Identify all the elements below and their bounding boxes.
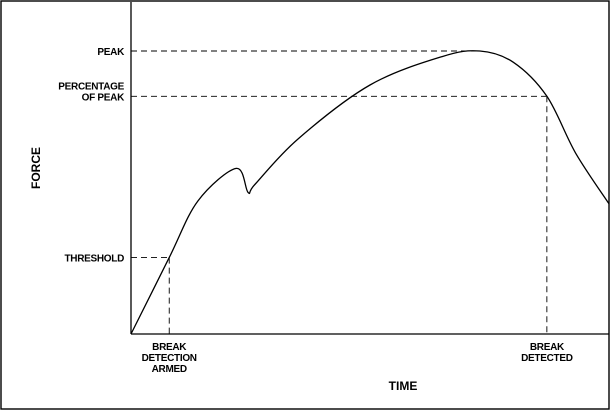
label-armed-2: ARMED <box>152 364 187 375</box>
label-detected-1: DETECTED <box>521 353 573 364</box>
y-axis-title: FORCE <box>29 147 43 189</box>
marker-guides <box>131 50 548 334</box>
label-percentage-0: PERCENTAGE <box>58 81 124 92</box>
force-curve <box>130 50 610 335</box>
x-axis-title: TIME <box>389 379 418 393</box>
label-armed-0: BREAK <box>152 342 187 353</box>
label-armed-1: DETECTION <box>142 353 197 364</box>
label-detected-0: BREAK <box>530 342 565 353</box>
label-peak-0: PEAK <box>97 47 125 58</box>
label-percentage-1: OF PEAK <box>82 92 125 103</box>
label-threshold-0: THRESHOLD <box>64 254 124 265</box>
